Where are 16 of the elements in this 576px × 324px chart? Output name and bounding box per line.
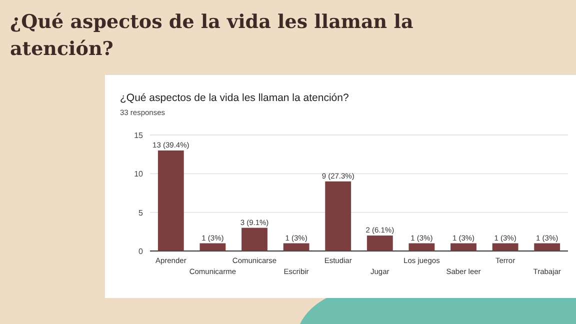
chart-title: ¿Qué aspectos de la vida les llaman la atención? [10,11,414,60]
y-tick-label: 5 [138,208,144,218]
bar [366,236,393,251]
bar [450,243,476,251]
bar [492,243,518,251]
y-tick-label: 15 [134,131,144,140]
y-tick-label: 10 [134,170,144,179]
chart-subtitle: ¿Qué aspectos de la vida les llaman la atención? [120,92,349,104]
y-tick-label: 0 [138,247,144,256]
bar [158,150,184,251]
bar [242,228,268,251]
bar [408,243,435,251]
bar [534,243,560,251]
bar [200,243,226,251]
bar [325,181,352,251]
bar [283,243,310,251]
